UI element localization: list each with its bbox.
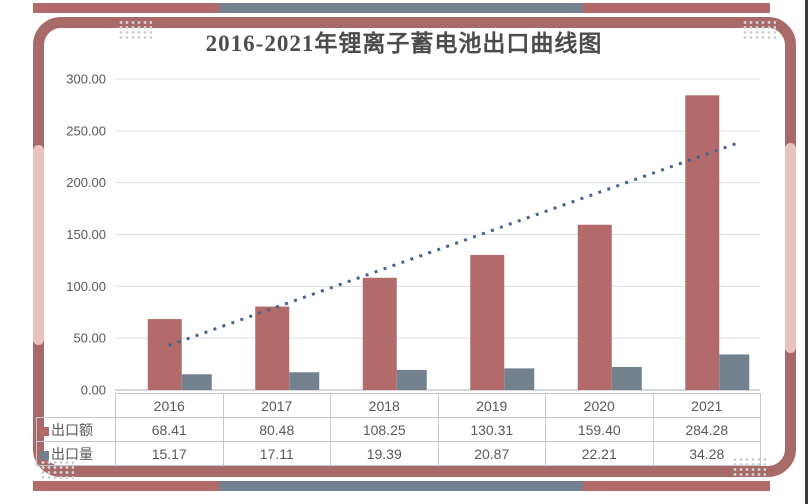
y-axis-tick-label: 0.00 <box>81 383 106 398</box>
corner-dots-top-left <box>118 20 152 40</box>
series-name-label: 出口量 <box>51 445 93 462</box>
export-value-bar <box>577 224 612 390</box>
value-cell: 17.11 <box>222 441 331 466</box>
y-axis-tick-label: 100.00 <box>66 279 106 294</box>
value-cell: 108.25 <box>330 417 439 442</box>
bottom-accent-bar <box>33 481 770 491</box>
value-cell: 19.39 <box>330 441 439 466</box>
value-cell: 22.21 <box>545 441 654 466</box>
table-series-row: 出口量 15.17 17.11 19.39 20.87 22.21 34.28 <box>36 441 761 466</box>
trendline-dotted <box>168 140 741 347</box>
value-cell: 15.17 <box>115 441 224 466</box>
value-cell: 34.28 <box>652 441 761 466</box>
value-cell: 68.41 <box>115 417 224 442</box>
y-axis-tick-label: 200.00 <box>66 175 106 190</box>
frame-right-light-segment <box>785 143 796 353</box>
series-label-cell: 出口量 <box>36 441 116 466</box>
value-cell: 284.28 <box>652 417 761 442</box>
export-value-bar <box>470 254 505 390</box>
top-accent-bar <box>33 3 770 13</box>
export-value-bar <box>685 95 720 391</box>
export-volume-bar <box>504 368 535 390</box>
screen-right-edge <box>805 0 808 504</box>
value-cell: 20.87 <box>437 441 546 466</box>
legend-swatch-icon <box>40 426 49 436</box>
year-header-cell: 2016 <box>115 393 224 418</box>
table-series-row: 出口额 68.41 80.48 108.25 130.31 159.40 284.28 <box>36 417 761 442</box>
table-corner-cell <box>37 394 116 418</box>
value-cell: 130.31 <box>437 417 546 442</box>
year-header-cell: 2017 <box>222 393 331 418</box>
export-volume-bar <box>289 372 320 390</box>
export-volume-bar <box>181 374 212 390</box>
legend-swatch-icon <box>40 450 49 460</box>
year-header-cell: 2021 <box>652 393 761 418</box>
series-label-cell: 出口额 <box>36 417 116 442</box>
chart-title: 2016-2021年锂离子蓄电池出口曲线图 <box>205 31 603 56</box>
y-axis-tick-label: 50.00 <box>73 331 106 346</box>
export-volume-bar <box>611 366 642 390</box>
y-axis-tick-label: 300.00 <box>66 72 106 87</box>
year-header-cell: 2019 <box>437 393 546 418</box>
year-header-cell: 2020 <box>545 393 654 418</box>
corner-dots-top-right <box>742 20 776 40</box>
data-table: 2016 2017 2018 2019 2020 2021 出口额 68.41 80.48 108… <box>36 393 761 466</box>
y-axis-tick-label: 150.00 <box>66 227 106 242</box>
series-name-label: 出口额 <box>51 421 93 438</box>
value-cell: 80.48 <box>222 417 331 442</box>
value-cell: 159.40 <box>545 417 654 442</box>
export-volume-bar <box>396 369 427 390</box>
frame-left-light-segment <box>33 145 44 345</box>
year-header-cell: 2018 <box>330 393 439 418</box>
export-volume-bar <box>719 354 750 390</box>
table-header-row: 2016 2017 2018 2019 2020 2021 <box>37 393 761 418</box>
export-value-bar <box>362 277 397 390</box>
export-value-bar <box>255 306 290 390</box>
export-value-bar <box>147 319 182 390</box>
y-axis-tick-label: 250.00 <box>66 123 106 138</box>
